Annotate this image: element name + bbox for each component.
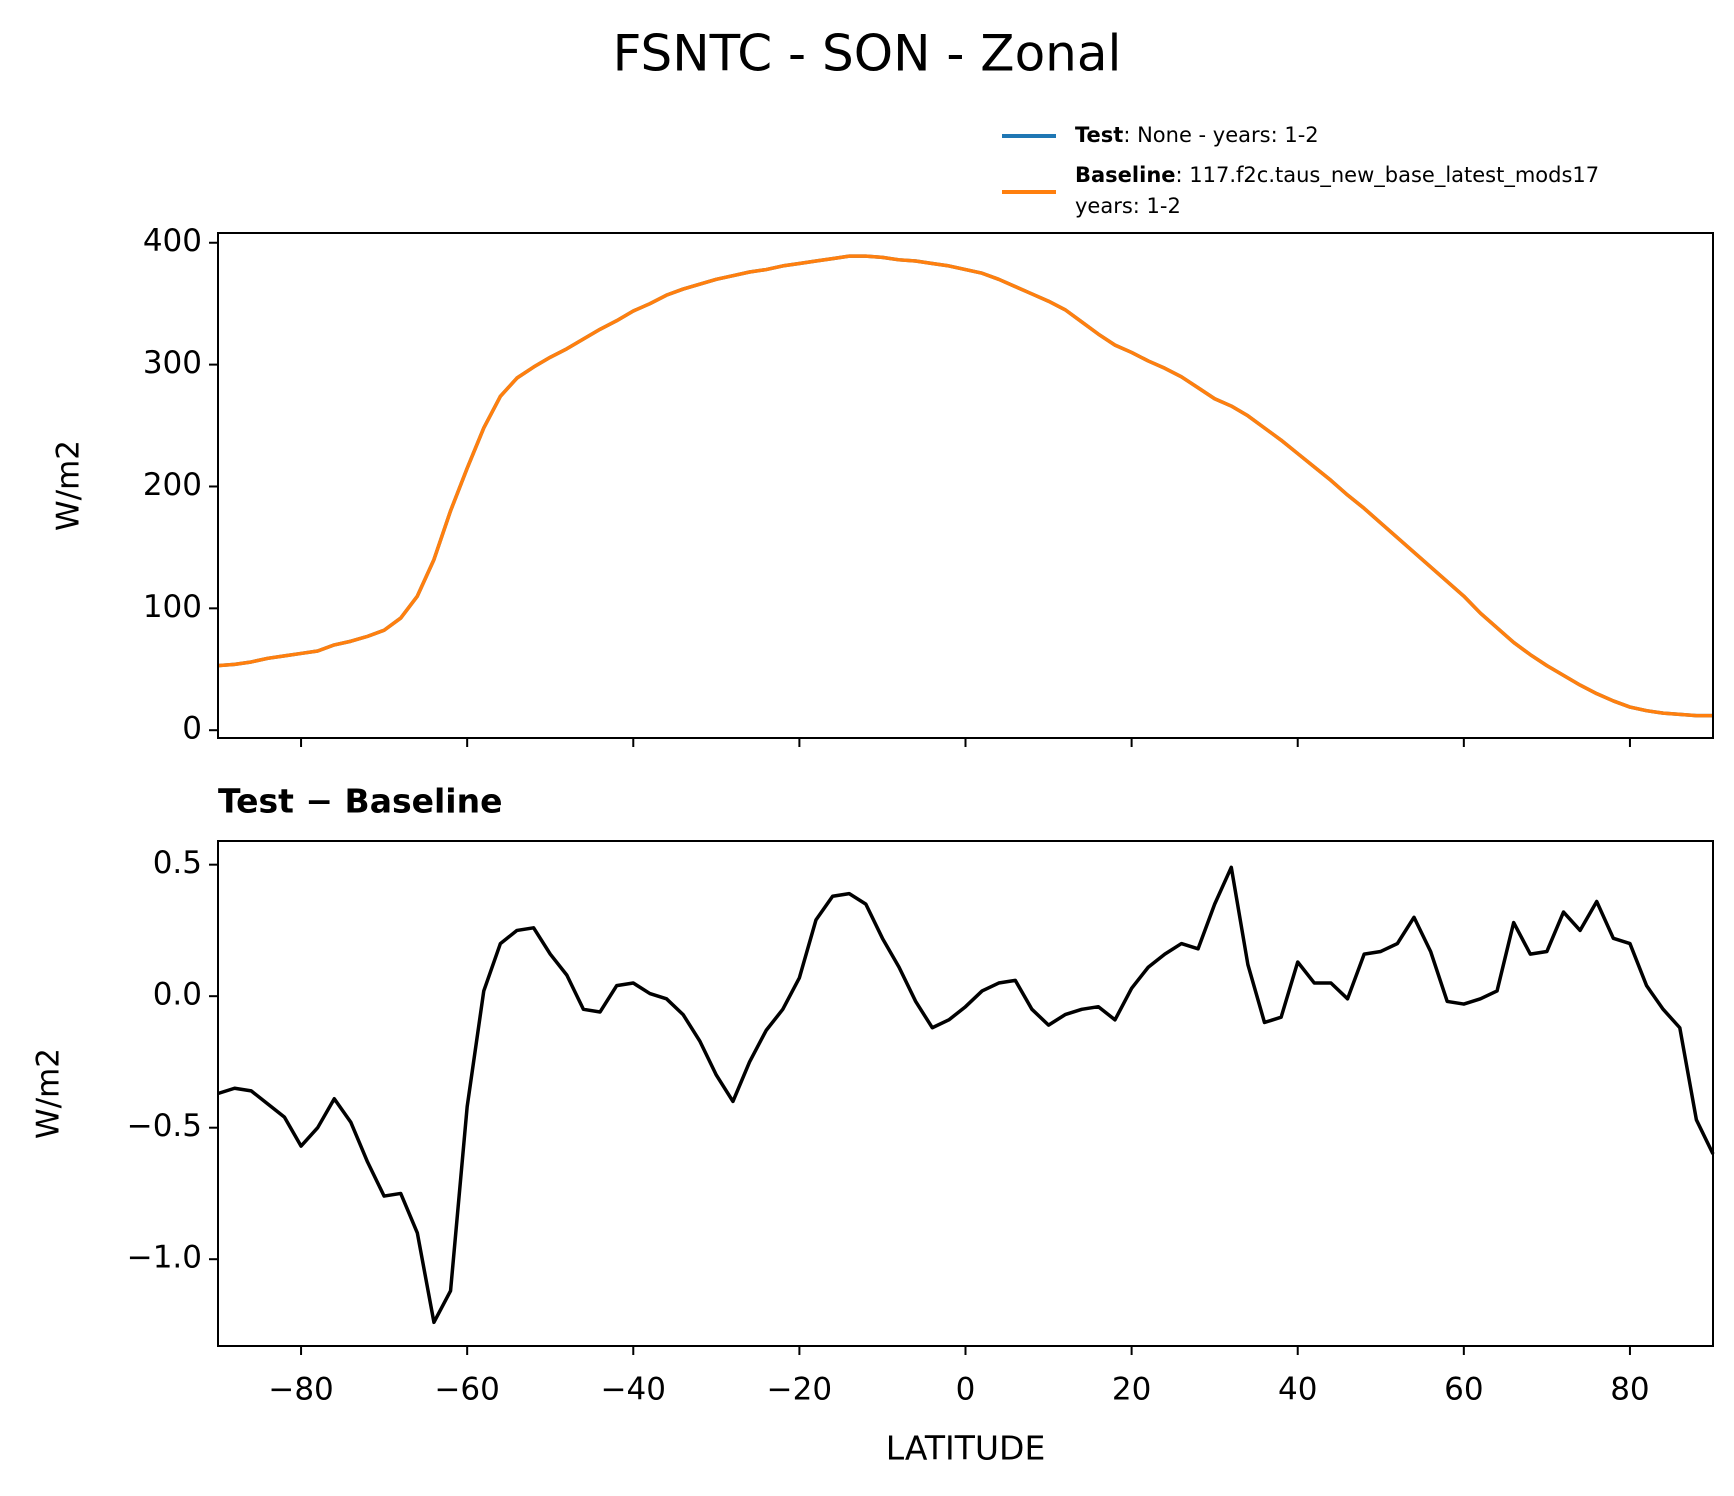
x-tick-label: −60: [434, 1372, 499, 1408]
y-tick-label: −1.0: [127, 1240, 202, 1276]
y-tick-label: 400: [143, 223, 202, 259]
x-tick-label: 40: [1278, 1372, 1317, 1408]
legend-label: years: 1-2: [1075, 194, 1181, 218]
axes-frame: [217, 840, 1714, 1347]
y-tick-label: 200: [143, 467, 202, 503]
x-tick-label: 80: [1610, 1372, 1649, 1408]
y-tick-label: −0.5: [127, 1108, 202, 1144]
x-axis-label: LATITUDE: [886, 1429, 1046, 1468]
data-line: [217, 865, 1715, 1325]
y-axis-label: W/m2: [51, 440, 87, 531]
x-tick-label: −80: [268, 1372, 333, 1408]
x-tick-label: −20: [767, 1372, 832, 1408]
data-line: [217, 254, 1713, 718]
data-line: [217, 254, 1713, 718]
figure-title: FSNTC - SON - Zonal: [613, 25, 1122, 83]
x-tick-label: 20: [1112, 1372, 1151, 1408]
legend-label: Baseline: 117.f2c.taus_new_base_latest_m…: [1075, 163, 1599, 188]
y-tick-label: 300: [143, 345, 202, 381]
x-tick-label: 0: [956, 1372, 976, 1408]
legend-description: : None - years: 1-2: [1123, 123, 1318, 147]
legend-description: years: 1-2: [1075, 194, 1181, 218]
panel-title: Test − Baseline: [218, 782, 503, 821]
y-tick-label: 0: [182, 711, 202, 747]
y-tick-label: 100: [143, 589, 202, 625]
axes-frame: [217, 232, 1714, 739]
legend-description: : 117.f2c.taus_new_base_latest_mods17: [1176, 163, 1600, 188]
y-tick-label: 0.5: [153, 845, 202, 881]
x-tick-label: 60: [1444, 1372, 1483, 1408]
legend-name: Test: [1075, 123, 1123, 147]
legend-label: Test: None - years: 1-2: [1075, 123, 1319, 147]
y-axis-label: W/m2: [31, 1048, 67, 1139]
x-tick-label: −40: [601, 1372, 666, 1408]
y-tick-label: 0.0: [153, 977, 202, 1013]
legend-name: Baseline: [1075, 163, 1176, 187]
